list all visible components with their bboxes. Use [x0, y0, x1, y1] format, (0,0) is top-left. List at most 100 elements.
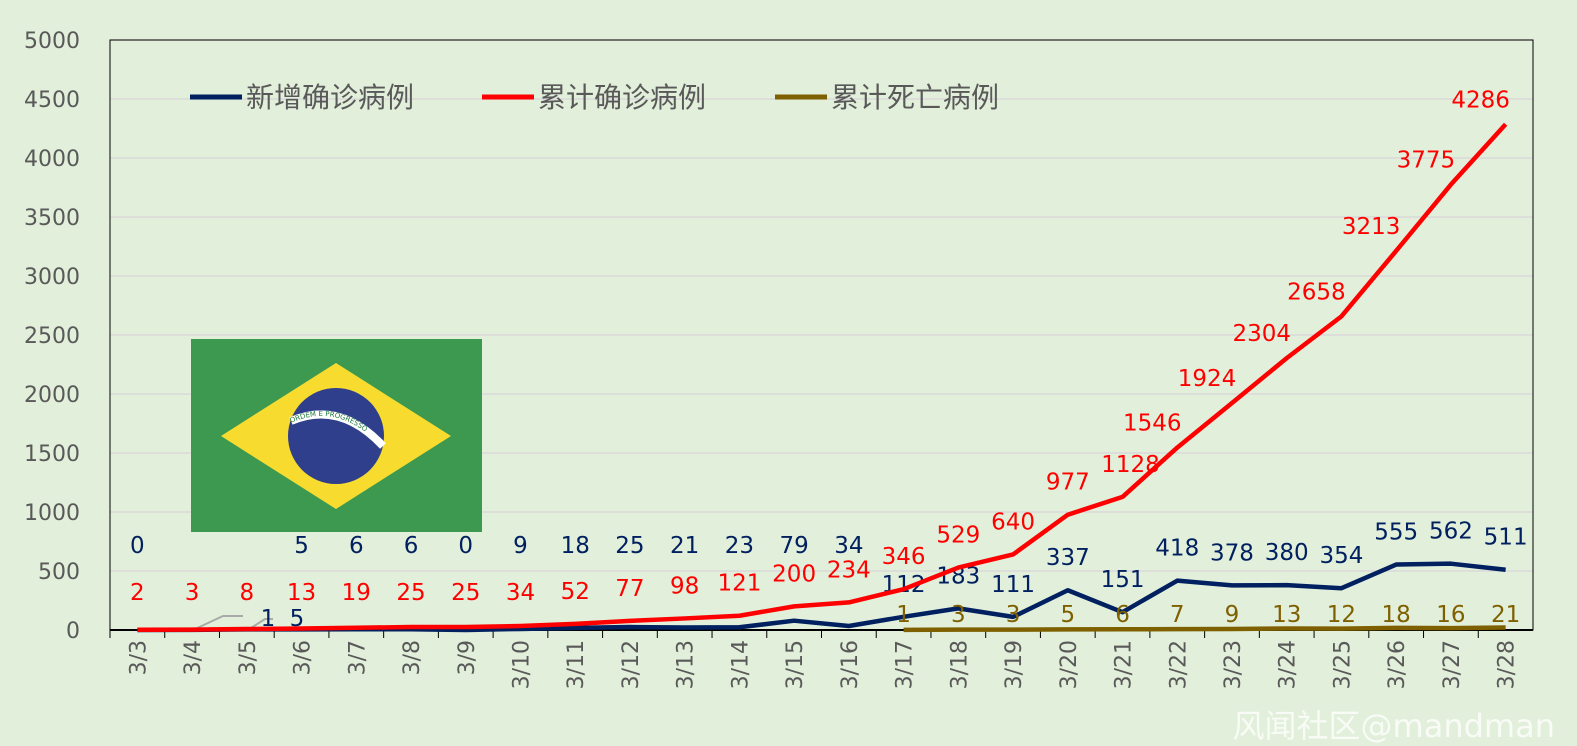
- data-label: 16: [1436, 602, 1465, 628]
- data-label: 337: [1046, 545, 1090, 571]
- data-label: 34: [834, 533, 863, 559]
- data-label: 21: [1491, 602, 1520, 628]
- data-label: 511: [1484, 525, 1528, 551]
- y-tick-label: 1500: [24, 442, 80, 467]
- data-label: 378: [1210, 540, 1254, 566]
- data-label: 529: [936, 523, 980, 549]
- data-label: 23: [725, 533, 754, 559]
- x-tick-label: 3/21: [1112, 640, 1137, 689]
- data-label: 151: [1101, 567, 1145, 593]
- data-label: 18: [1382, 602, 1411, 628]
- legend-label: 累计确诊病例: [538, 81, 706, 114]
- x-tick-label: 3/23: [1221, 640, 1246, 689]
- x-tick-label: 3/8: [400, 640, 425, 675]
- y-tick-label: 5000: [24, 29, 80, 54]
- x-tick-label: 3/14: [728, 640, 753, 689]
- data-label: 12: [1327, 602, 1356, 628]
- y-tick-label: 500: [38, 560, 80, 585]
- data-label: 4286: [1451, 87, 1510, 113]
- data-label: 1128: [1101, 452, 1160, 478]
- x-tick-label: 3/19: [1002, 640, 1027, 689]
- data-label: 1: [896, 602, 911, 628]
- x-tick-label: 3/17: [893, 640, 918, 689]
- data-label: 121: [717, 571, 761, 597]
- x-tick-label: 3/6: [291, 640, 316, 675]
- data-label: 52: [561, 579, 590, 605]
- data-label: 7: [1170, 602, 1185, 628]
- data-label: 346: [882, 544, 926, 570]
- x-tick-label: 3/22: [1166, 640, 1191, 689]
- y-tick-label: 2500: [24, 324, 80, 349]
- data-label: 13: [287, 580, 316, 606]
- data-label: 18: [561, 533, 590, 559]
- x-tick-label: 3/7: [345, 640, 370, 675]
- data-label: 25: [451, 580, 480, 606]
- brazil-flag-image: ORDEM E PROGRESSO: [191, 339, 482, 532]
- y-tick-label: 0: [66, 619, 80, 644]
- data-label: 380: [1265, 540, 1309, 566]
- data-label: 354: [1319, 543, 1363, 569]
- x-tick-label: 3/15: [783, 640, 808, 689]
- data-label: 555: [1374, 520, 1418, 546]
- x-tick-label: 3/18: [947, 640, 972, 689]
- leader-line: [247, 618, 273, 631]
- data-label: 25: [615, 533, 644, 559]
- data-label: 79: [779, 533, 808, 559]
- data-label: 977: [1046, 470, 1090, 496]
- x-tick-label: 3/26: [1385, 640, 1410, 689]
- series-line: [137, 122, 1508, 633]
- y-tick-label: 1000: [24, 501, 80, 526]
- data-label: 21: [670, 533, 699, 559]
- data-label: 34: [506, 580, 535, 606]
- data-label: 640: [991, 509, 1035, 535]
- y-tick-label: 3500: [24, 206, 80, 231]
- y-tick-label: 3000: [24, 265, 80, 290]
- data-label: 2: [130, 580, 145, 606]
- data-label: 3775: [1397, 148, 1456, 174]
- data-label: 1924: [1178, 366, 1237, 392]
- data-label: 3: [951, 602, 966, 628]
- x-tick-label: 3/4: [181, 640, 206, 675]
- x-tick-label: 3/12: [619, 640, 644, 689]
- series-line: [903, 625, 1506, 633]
- x-tick-label: 3/5: [236, 640, 261, 675]
- data-label: 98: [670, 573, 699, 599]
- data-label: 5: [290, 606, 305, 632]
- data-label: 6: [404, 533, 419, 559]
- data-label: 418: [1155, 536, 1199, 562]
- data-label: 5: [294, 533, 309, 559]
- x-tick-label: 3/16: [838, 640, 863, 689]
- watermark: 风闻社区@mandman: [1232, 707, 1555, 745]
- data-label: 13: [1272, 602, 1301, 628]
- data-label: 9: [513, 533, 528, 559]
- x-tick-label: 3/11: [564, 640, 589, 689]
- data-label: 5: [1060, 602, 1075, 628]
- data-label: 77: [615, 576, 644, 602]
- x-tick-label: 3/13: [674, 640, 699, 689]
- x-tick-label: 3/10: [509, 640, 534, 689]
- data-label: 3: [1006, 602, 1021, 628]
- legend-label: 累计死亡病例: [831, 81, 999, 114]
- data-label: 1546: [1123, 411, 1182, 437]
- data-label: 19: [342, 580, 371, 606]
- y-tick-label: 2000: [24, 383, 80, 408]
- x-tick-label: 3/25: [1330, 640, 1355, 689]
- x-tick-label: 3/27: [1440, 640, 1465, 689]
- data-label: 25: [396, 580, 425, 606]
- data-label: 0: [130, 533, 145, 559]
- x-tick-label: 3/3: [126, 640, 151, 675]
- data-label: 111: [991, 572, 1035, 598]
- data-label: 9: [1225, 602, 1240, 628]
- data-label: 2658: [1287, 279, 1346, 305]
- data-label: 6: [349, 533, 364, 559]
- data-label: 2304: [1232, 321, 1291, 347]
- y-tick-label: 4000: [24, 147, 80, 172]
- data-label: 1: [261, 606, 276, 632]
- data-label: 6: [1115, 602, 1130, 628]
- data-label: 3213: [1342, 214, 1401, 240]
- x-tick-label: 3/9: [455, 640, 480, 675]
- y-tick-label: 4500: [24, 88, 80, 113]
- data-label: 234: [827, 557, 871, 583]
